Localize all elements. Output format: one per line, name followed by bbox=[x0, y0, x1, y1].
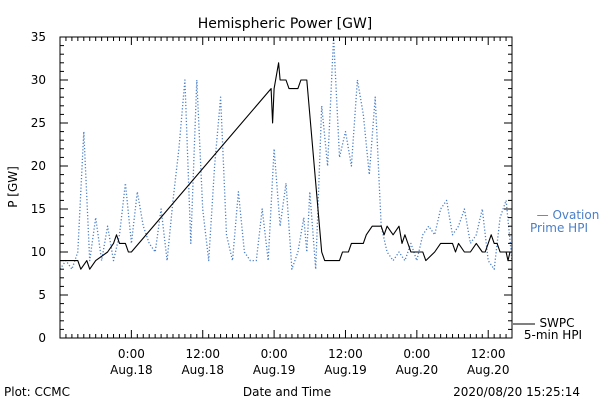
x-tick-time-label: 0:00 bbox=[118, 347, 145, 361]
x-tick-time-label: 12:00 bbox=[328, 347, 363, 361]
legend-ovation-line1: — Ovation bbox=[537, 208, 600, 222]
legend-swpc-line1: SWPC bbox=[539, 316, 574, 330]
legend-ovation-line2: Prime HPI bbox=[530, 221, 588, 235]
x-tick-date-label: Aug.20 bbox=[396, 363, 439, 377]
x-tick-date-label: Aug.18 bbox=[181, 363, 224, 377]
legend-swpc-line2: 5-min HPI bbox=[524, 328, 582, 342]
x-tick-time-label: 12:00 bbox=[185, 347, 220, 361]
x-tick-date-label: Aug.19 bbox=[324, 363, 367, 377]
y-axis-label: P [GW] bbox=[6, 166, 20, 208]
x-tick-date-label: Aug.19 bbox=[253, 363, 296, 377]
series-ovation-prime-hpi-line bbox=[59, 36, 513, 270]
plot-timestamp: 2020/08/20 15:25:14 bbox=[453, 385, 580, 399]
legend: — Ovation Prime HPI SWPC 5-min HPI bbox=[513, 208, 599, 342]
x-axis-label: Date and Time bbox=[243, 385, 331, 399]
y-tick-label: 15 bbox=[31, 202, 46, 216]
x-axis-ticks: 0:00 Aug.18 12:00 Aug.18 0:00 Aug.19 12:00 Aug.… bbox=[59, 37, 513, 377]
y-tick-label: 0 bbox=[38, 331, 46, 345]
y-axis-ticks: 0 5 10 15 20 25 30 35 bbox=[31, 30, 512, 345]
x-tick-time-label: 12:00 bbox=[471, 347, 506, 361]
y-tick-label: 30 bbox=[31, 73, 46, 87]
y-tick-label: 35 bbox=[31, 30, 46, 44]
series-swpc-5-min-hpi-line bbox=[60, 62, 511, 270]
plot-credit: Plot: CCMC bbox=[4, 385, 70, 399]
y-tick-label: 5 bbox=[38, 288, 46, 302]
y-tick-label: 20 bbox=[31, 159, 46, 173]
plot-frame bbox=[59, 36, 513, 339]
x-tick-time-label: 0:00 bbox=[403, 347, 430, 361]
x-tick-date-label: Aug.18 bbox=[110, 363, 153, 377]
x-tick-time-label: 0:00 bbox=[261, 347, 288, 361]
series-group bbox=[59, 36, 513, 270]
y-tick-label: 25 bbox=[31, 116, 46, 130]
x-tick-date-label: Aug.20 bbox=[467, 363, 510, 377]
chart-title: Hemispheric Power [GW] bbox=[198, 16, 373, 32]
y-tick-label: 10 bbox=[31, 245, 46, 259]
